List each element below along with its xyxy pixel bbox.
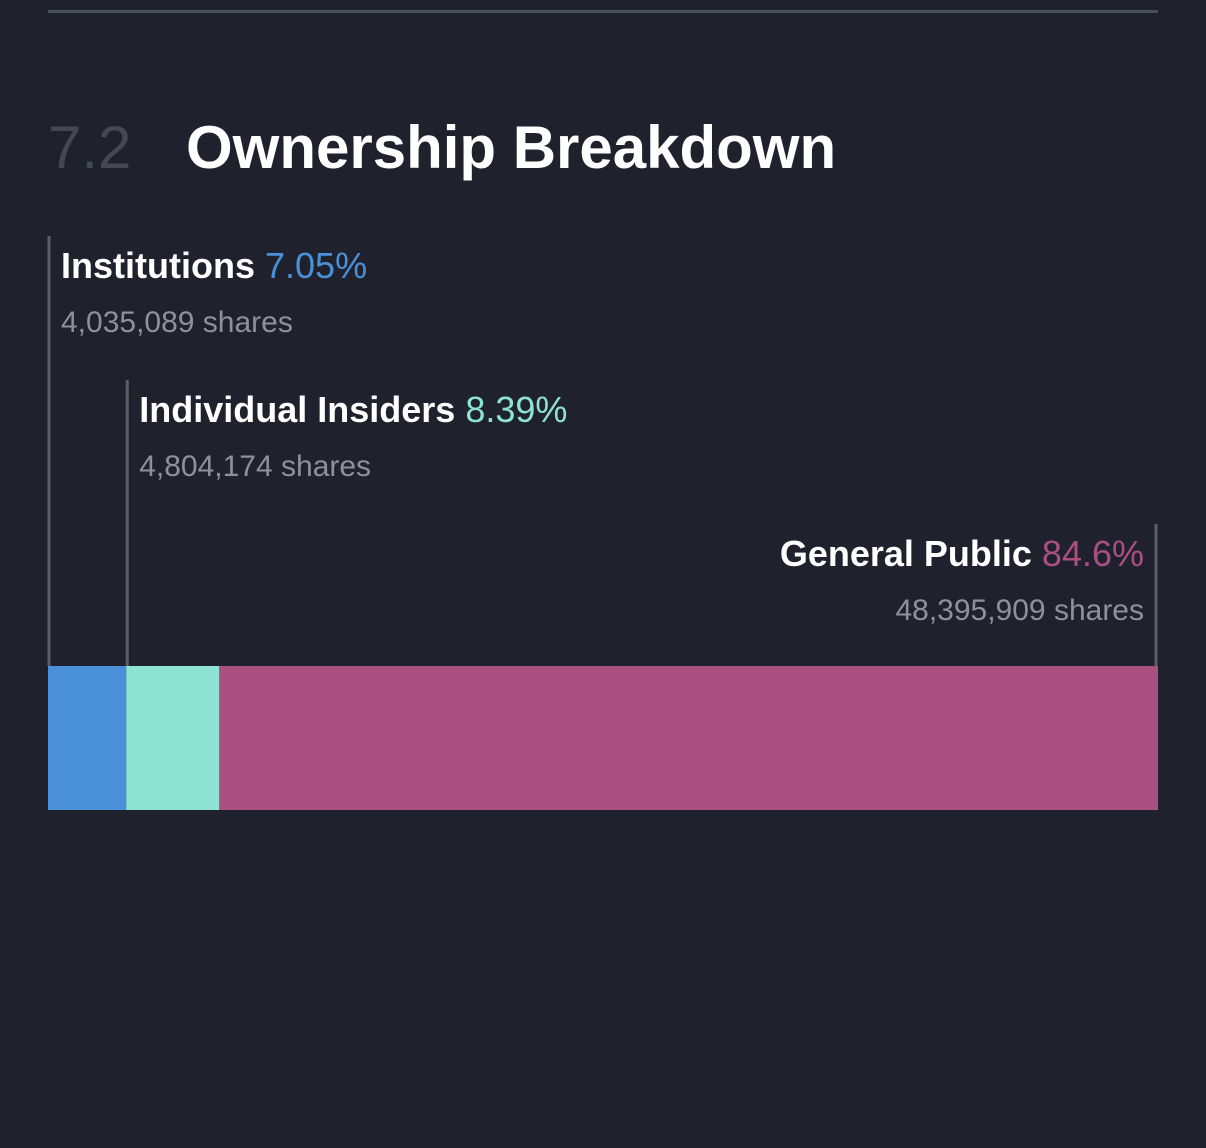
segment-label-individual-insiders: Individual Insiders 8.39% bbox=[139, 389, 567, 430]
segment-shares-institutions: 4,035,089 shares bbox=[61, 306, 293, 339]
segment-percentage: 8.39% bbox=[465, 389, 567, 430]
bar-segment-institutions bbox=[48, 666, 127, 810]
segment-percentage: 7.05% bbox=[265, 245, 367, 286]
segment-category: Institutions bbox=[61, 245, 255, 286]
bar-segment-general-public bbox=[219, 666, 1158, 810]
top-divider bbox=[48, 10, 1158, 13]
segment-label-general-public: General Public 84.6% bbox=[780, 533, 1144, 574]
segment-shares-individual-insiders: 4,804,174 shares bbox=[139, 450, 371, 483]
bar-segment-individual-insiders bbox=[126, 666, 220, 810]
segment-label-institutions: Institutions 7.05% bbox=[61, 245, 367, 286]
segment-percentage: 84.6% bbox=[1042, 533, 1144, 574]
segment-category: Individual Insiders bbox=[139, 389, 455, 430]
segment-category: General Public bbox=[780, 533, 1032, 574]
segment-shares-general-public: 48,395,909 shares bbox=[895, 594, 1144, 627]
section-number: 7.2 bbox=[48, 114, 132, 181]
section-title: Ownership Breakdown bbox=[186, 114, 837, 181]
